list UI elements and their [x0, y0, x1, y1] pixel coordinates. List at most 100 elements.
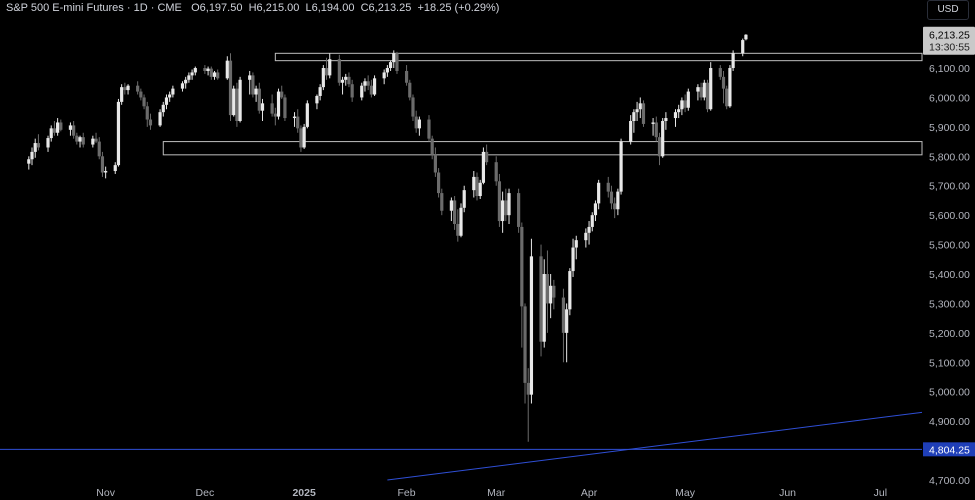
candle-body: [728, 68, 732, 107]
hline-price-tag: [923, 442, 975, 457]
candle: [632, 109, 636, 133]
close-label: C: [360, 2, 369, 14]
candle-body: [139, 91, 143, 98]
candle-body: [296, 116, 300, 129]
candle-body: [238, 79, 242, 121]
candle-body: [404, 70, 409, 83]
candle-body: [347, 76, 351, 85]
candle: [94, 132, 98, 144]
candle-body: [395, 53, 399, 71]
candle: [340, 76, 345, 95]
candle-body: [302, 126, 306, 148]
candle: [481, 147, 486, 185]
last-price-tag: [923, 26, 975, 55]
candle-body: [340, 79, 345, 83]
candle-body: [344, 76, 348, 80]
candle: [430, 135, 434, 160]
candle: [725, 85, 729, 110]
candle-body: [478, 182, 482, 197]
candle-body: [184, 79, 188, 84]
candle: [635, 101, 639, 121]
candle: [456, 209, 460, 242]
candle: [408, 79, 412, 101]
candle-body: [280, 91, 284, 98]
candle-body: [388, 62, 393, 69]
candle-body: [337, 59, 341, 83]
symbol-name: S&P 500 E-mini Futures: [6, 2, 124, 14]
candle: [81, 132, 85, 148]
candle-body: [430, 138, 434, 155]
candle-body: [654, 122, 658, 138]
candle: [673, 109, 678, 127]
candle: [705, 79, 710, 113]
candle: [497, 173, 502, 227]
candle: [702, 79, 706, 101]
candle: [273, 107, 277, 126]
candle-body: [52, 128, 57, 133]
candle-body: [257, 88, 261, 111]
candle-body: [725, 88, 729, 107]
candle-body: [292, 116, 297, 119]
candle: [158, 109, 162, 127]
candle: [593, 200, 598, 222]
candle: [100, 151, 105, 177]
candle-body: [360, 85, 364, 98]
candle: [254, 85, 258, 102]
currency-button[interactable]: USD: [927, 0, 969, 20]
candle-body: [168, 94, 172, 98]
low-value: 6,194.00: [311, 2, 355, 14]
candle-body: [561, 297, 566, 333]
low-label: L: [305, 2, 312, 14]
candle: [568, 268, 572, 316]
candle-body: [318, 87, 322, 96]
candle: [475, 172, 479, 201]
candle: [225, 56, 229, 80]
candle-body: [677, 109, 681, 113]
y-tick-label: 4,900.00: [929, 416, 970, 428]
candle: [728, 65, 732, 108]
y-tick-label: 5,500.00: [929, 240, 970, 252]
candle: [72, 120, 76, 139]
candle: [721, 70, 726, 104]
candle: [360, 82, 364, 101]
candle-body: [145, 106, 149, 120]
candle: [123, 82, 127, 95]
candle: [411, 94, 415, 121]
candle: [190, 69, 194, 80]
candle-body: [299, 128, 303, 148]
candle-body: [254, 88, 258, 95]
candle-body: [699, 87, 703, 98]
candle: [120, 84, 124, 105]
candle-body: [414, 116, 418, 129]
candle-body: [529, 256, 534, 395]
candle: [113, 162, 117, 174]
candle: [606, 176, 610, 198]
candle: [629, 115, 633, 145]
candle: [584, 228, 588, 248]
candle: [709, 62, 713, 111]
candle-body: [228, 60, 233, 116]
candle-body: [33, 143, 37, 152]
candle: [517, 188, 521, 233]
candle: [296, 109, 300, 133]
candle-body: [382, 72, 386, 79]
candle-body: [248, 75, 252, 80]
candle: [388, 60, 393, 71]
candle-body: [744, 34, 748, 40]
candle-body: [187, 75, 191, 80]
candle-body: [372, 78, 377, 95]
candle: [187, 72, 191, 83]
candle: [654, 116, 658, 142]
candle: [542, 259, 546, 348]
change-value: +18.25 (+0.29%): [417, 2, 500, 14]
candle-body: [161, 104, 165, 113]
candle-body: [212, 72, 217, 77]
candle-body: [731, 53, 735, 69]
candle: [699, 82, 703, 101]
candle-body: [136, 85, 140, 92]
zone-box-0: [274, 52, 923, 62]
candle-body: [56, 122, 60, 133]
candle: [161, 101, 165, 117]
candle: [677, 104, 681, 119]
